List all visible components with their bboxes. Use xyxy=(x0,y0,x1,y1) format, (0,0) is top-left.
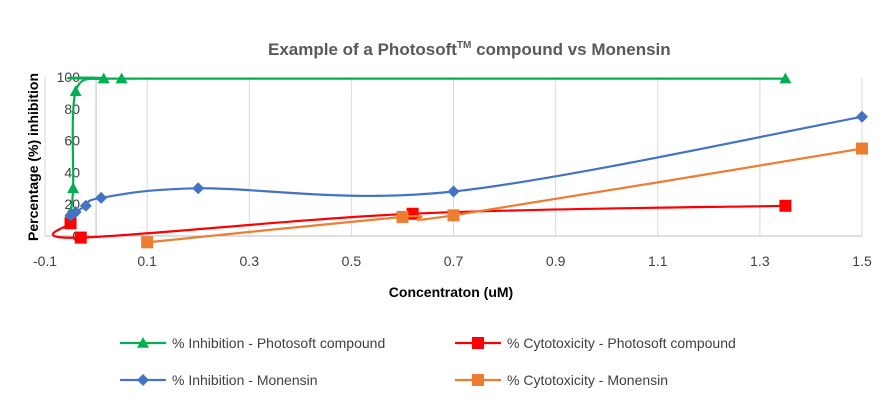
legend-label: % Inhibition - Monensin xyxy=(172,372,318,388)
square-marker xyxy=(856,142,868,155)
x-tick-label: 1.3 xyxy=(750,253,770,269)
chart-title-superscript: TM xyxy=(457,40,471,51)
square-marker xyxy=(406,207,419,220)
chart-title-suffix: compound vs Monensin xyxy=(471,40,670,59)
square-marker xyxy=(472,374,484,386)
y-tick-label: 80 xyxy=(64,101,80,117)
legend-item: % Cytotoxicity - Photosoft compound xyxy=(455,335,736,351)
square-marker xyxy=(64,217,77,230)
series-line xyxy=(51,204,786,239)
x-tick-label: 1.5 xyxy=(852,253,872,269)
series-line xyxy=(66,76,786,213)
diamond-marker xyxy=(447,185,460,198)
triangle-marker xyxy=(115,72,128,84)
legend: % Inhibition - Photosoft compound % Cytot… xyxy=(120,335,736,388)
x-tick-label: 0.9 xyxy=(546,253,566,269)
diamond-marker xyxy=(69,206,82,219)
triangle-marker xyxy=(69,85,82,97)
triangle-marker xyxy=(67,182,80,194)
x-axis-title: Concentraton (uM) xyxy=(389,284,513,300)
chart-title-main: Example of a Photosoft xyxy=(268,40,457,59)
legend-item: % Inhibition - Photosoft compound xyxy=(120,335,385,351)
axes xyxy=(45,77,862,237)
square-marker xyxy=(141,236,154,249)
x-tick-label: 0.7 xyxy=(444,253,464,269)
y-axis-title: Percentage (%) inhibition xyxy=(25,73,41,241)
x-tick-label: 0.1 xyxy=(137,253,157,269)
x-tick-label: -0.1 xyxy=(33,253,57,269)
diamond-marker xyxy=(192,182,205,195)
triangle-marker xyxy=(779,72,792,84)
diamond-marker xyxy=(137,374,149,386)
plot-area xyxy=(51,72,868,249)
triangle-marker xyxy=(137,337,149,348)
square-marker xyxy=(779,199,792,212)
x-tick-label: 0.5 xyxy=(342,253,362,269)
series-inhibition-photosoft-compound xyxy=(64,72,792,217)
series-cytotoxicity-monensin xyxy=(141,142,868,249)
legend-label: % Cytotoxicity - Photosoft compound xyxy=(507,335,736,351)
series-line xyxy=(69,115,863,217)
series-cytotoxicity-photosoft-compound xyxy=(51,199,792,244)
chart-title: Example of a PhotosoftTM compound vs Mon… xyxy=(268,40,671,59)
square-marker xyxy=(472,337,484,349)
x-tick-label: 0.3 xyxy=(240,253,260,269)
legend-item: % Inhibition - Monensin xyxy=(120,372,318,388)
series-inhibition-monensin xyxy=(64,110,868,222)
gridlines xyxy=(44,77,863,236)
square-marker xyxy=(447,209,460,222)
triangle-marker xyxy=(97,72,110,84)
series-line xyxy=(146,147,863,244)
x-tick-labels: -0.1 0.1 0.3 0.5 0.7 0.9 1.1 1.3 1.5 xyxy=(33,253,872,269)
diamond-marker xyxy=(856,110,868,123)
diamond-marker xyxy=(95,191,108,204)
legend-item: % Cytotoxicity - Monensin xyxy=(455,372,668,388)
square-marker xyxy=(74,231,87,244)
legend-label: % Cytotoxicity - Monensin xyxy=(507,372,668,388)
diamond-marker xyxy=(79,199,92,212)
square-marker xyxy=(396,210,409,223)
legend-label: % Inhibition - Photosoft compound xyxy=(172,335,385,351)
x-tick-label: 1.1 xyxy=(648,253,668,269)
